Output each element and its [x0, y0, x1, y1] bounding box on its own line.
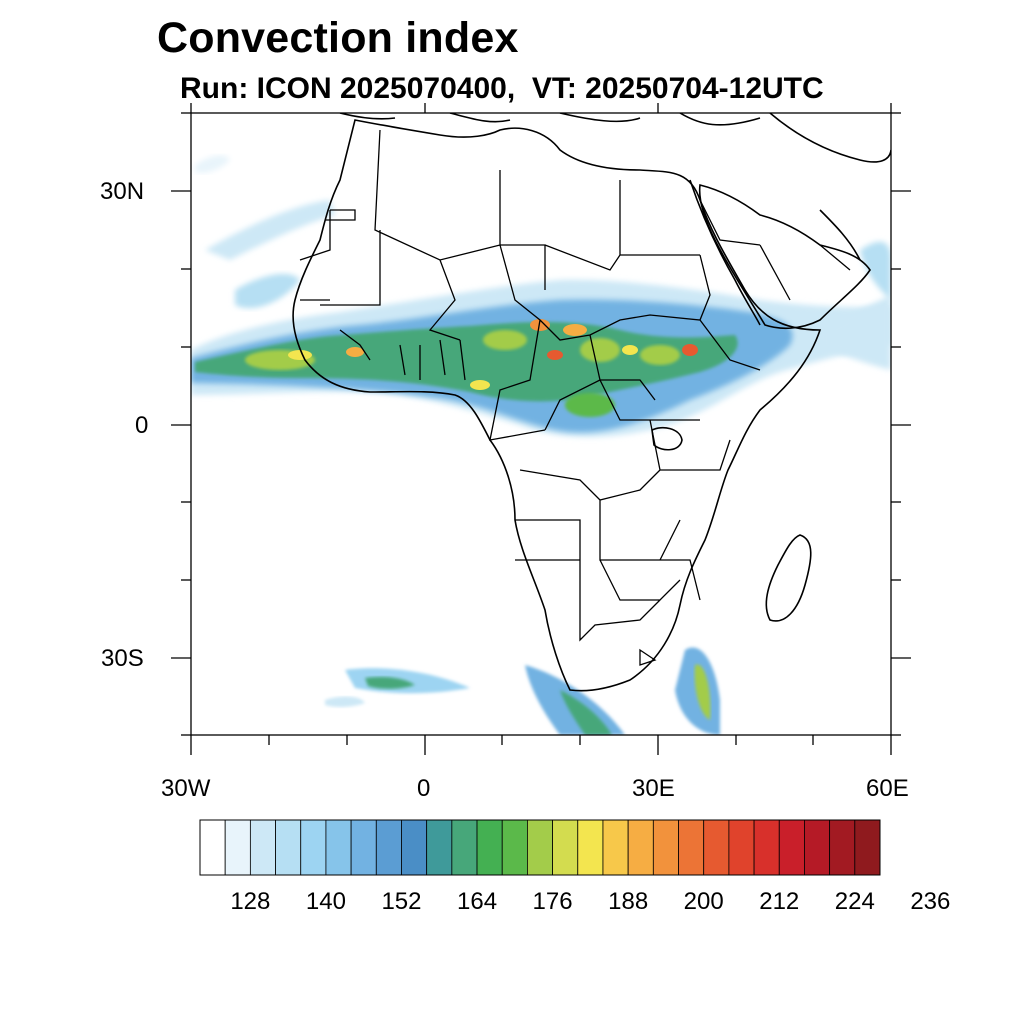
- lake-victoria: [651, 426, 683, 451]
- coastlines: [292, 113, 891, 692]
- convection-cell: [483, 330, 527, 350]
- convection-cell: [580, 338, 620, 362]
- convection-cell: [288, 350, 312, 360]
- nw-cloud-streak: [195, 155, 230, 173]
- convection-cell: [682, 344, 698, 356]
- colorbar-tick-label: 176: [532, 888, 573, 915]
- convection-field: [191, 155, 891, 735]
- colorbar-tick-label: 200: [683, 888, 724, 915]
- south-atlantic-cloud: [325, 696, 365, 708]
- convection-cell: [530, 319, 550, 331]
- nw-cloud-streak: [205, 200, 335, 260]
- lon-ticks: [190, 103, 892, 755]
- country-border: [320, 129, 761, 666]
- convection-cell: [470, 380, 490, 390]
- lat-ticks: [171, 112, 911, 736]
- cape-cloud: [560, 690, 612, 735]
- convection-cell: [563, 324, 587, 336]
- chart-title: Convection index: [157, 14, 519, 62]
- sw-indian-cloud: [694, 664, 711, 720]
- lon-label-60e: 60E: [866, 775, 909, 802]
- lat-label-0: 0: [135, 412, 149, 439]
- lon-label-30e: 30E: [632, 775, 675, 802]
- madagascar-coastline: [765, 534, 812, 622]
- south-atlantic-cloud: [365, 676, 415, 689]
- colorbar-tick-label: 152: [381, 888, 422, 915]
- colorbar-tick-label: 140: [305, 888, 346, 915]
- east-cloud: [860, 241, 891, 300]
- convection-cell: [547, 350, 563, 360]
- colorbar-tick-label: 236: [910, 888, 951, 915]
- chart-subtitle: Run: ICON 2025070400, VT: 20250704-12UTC: [180, 72, 824, 105]
- lat-label-30n: 30N: [100, 178, 145, 205]
- europe-coast: [339, 113, 891, 163]
- gulf-coast: [819, 209, 861, 261]
- convection-cell: [622, 345, 638, 355]
- nw-cloud-streak: [235, 273, 300, 309]
- colorbar-tick-label: 164: [457, 888, 498, 915]
- convection-cell: [565, 393, 615, 417]
- east-cloud: [820, 295, 891, 370]
- colorbar-tick-label: 224: [834, 888, 875, 915]
- south-atlantic-cloud: [345, 668, 470, 694]
- lat-label-30s: 30S: [101, 645, 144, 672]
- red-sea-coast: [689, 179, 761, 326]
- lon-label-0: 0: [417, 775, 431, 802]
- map-frame: [190, 112, 892, 736]
- arabia-coastline: [698, 184, 871, 330]
- convection-cell: [640, 345, 680, 365]
- colorbar-tick-label: 128: [230, 888, 271, 915]
- colorbar-tick-label: 188: [608, 888, 649, 915]
- country-border: [299, 199, 851, 381]
- convection-cell: [346, 347, 364, 357]
- africa-coastline: [292, 119, 822, 692]
- country-borders: [299, 129, 851, 666]
- lon-label-30w: 30W: [161, 775, 211, 802]
- colorbar-tick-label: 212: [759, 888, 800, 915]
